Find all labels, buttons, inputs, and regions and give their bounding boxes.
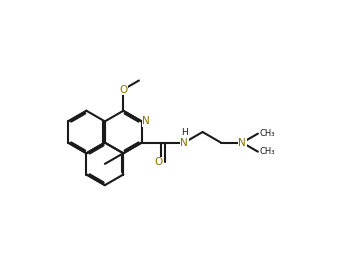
Text: O: O: [154, 157, 162, 167]
Text: N: N: [180, 138, 188, 148]
Text: CH₃: CH₃: [259, 147, 275, 156]
Text: H: H: [181, 128, 187, 137]
Text: N: N: [142, 116, 150, 126]
Text: O: O: [119, 85, 127, 95]
Text: N: N: [238, 138, 246, 148]
Text: CH₃: CH₃: [259, 129, 275, 138]
